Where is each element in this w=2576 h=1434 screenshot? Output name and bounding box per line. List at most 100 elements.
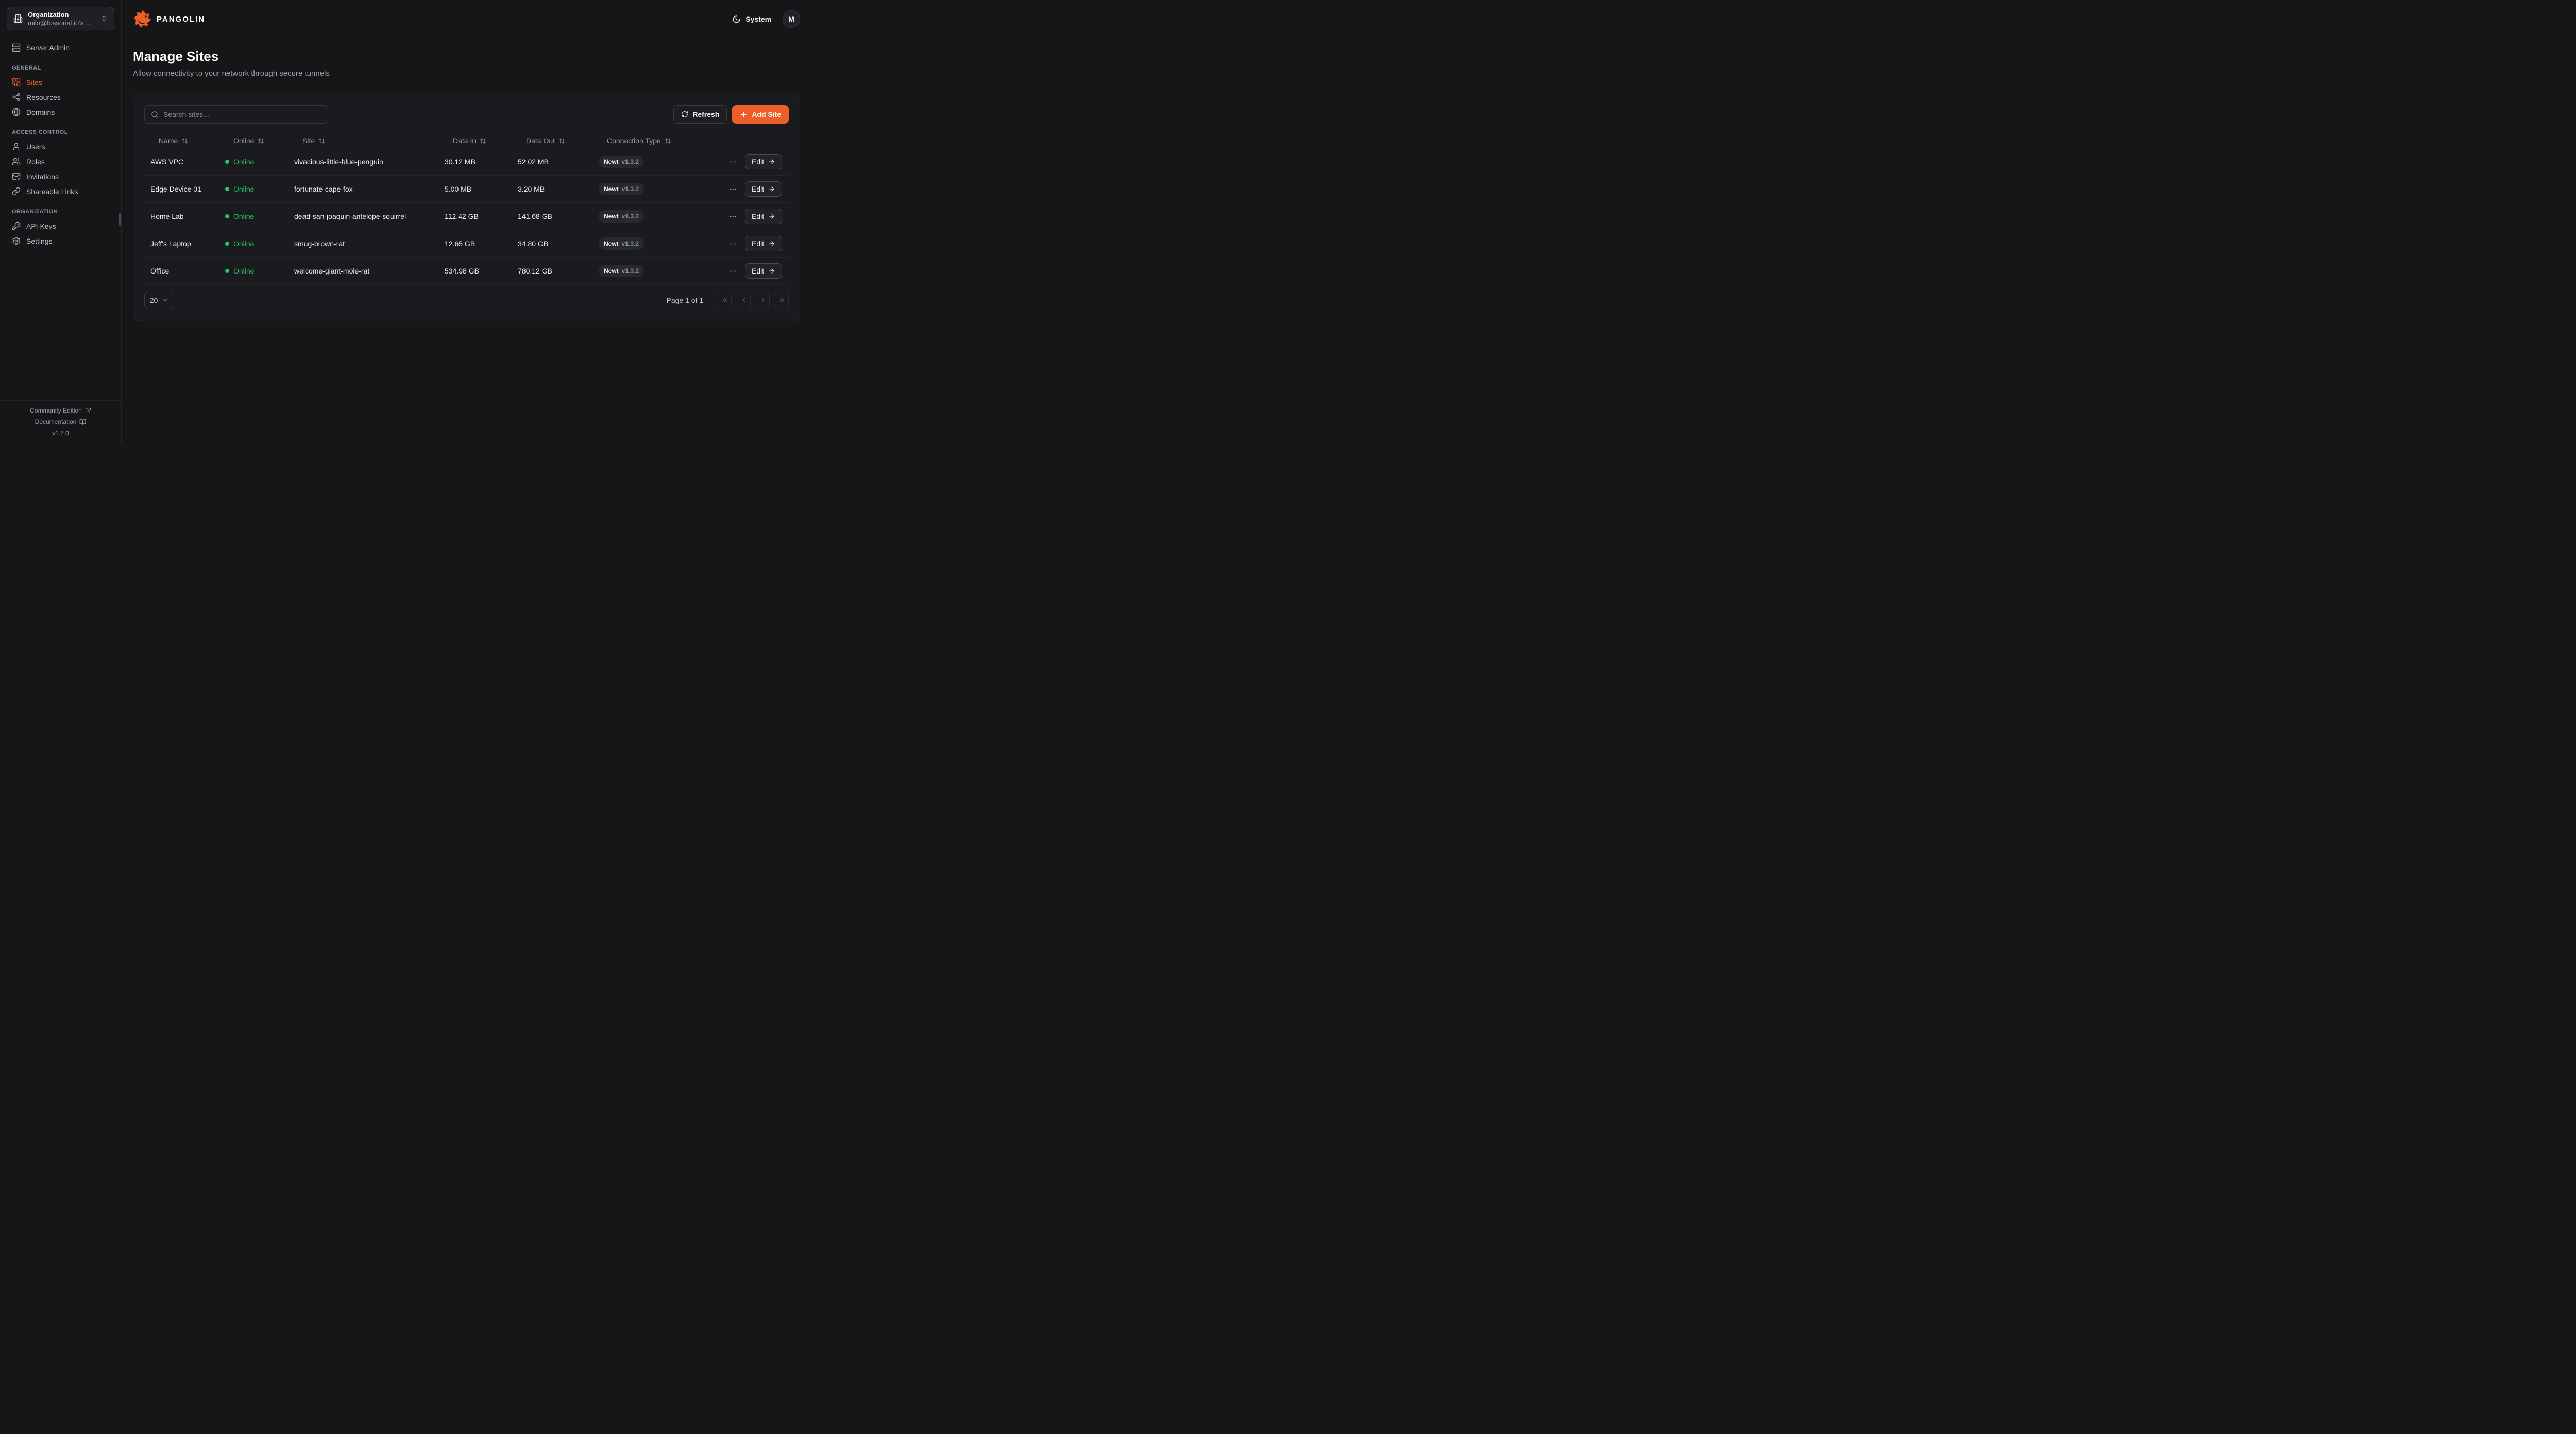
column-header-data-out[interactable]: Data Out [518,136,599,145]
arrow-right-icon [768,267,775,275]
table-row: Home Lab Online dead-san-joaquin-antelop… [144,203,789,230]
connection-type-badge: Newt v1.3.2 [599,210,645,223]
data-out: 141.68 GB [518,212,552,220]
sort-icon [318,138,325,144]
page-size-select[interactable]: 20 [144,292,174,309]
chevron-right-icon [759,297,767,304]
table-row: Jeff's Laptop Online smug-brown-rat 12.6… [144,230,789,258]
site-slug: welcome-giant-mole-rat [294,267,370,275]
site-name: Office [150,267,170,275]
chevrons-up-down-icon [100,15,108,22]
add-site-button[interactable]: Add Site [732,105,789,124]
row-menu-button[interactable] [728,184,738,194]
online-status-dot [225,187,229,191]
plus-icon [740,111,748,118]
chevrons-left-icon [721,297,728,304]
section-label-general: GENERAL [12,65,41,71]
sidebar-item-sites[interactable]: Sites [7,75,114,89]
table-row: Office Online welcome-giant-mole-rat 534… [144,258,789,285]
user-icon [12,142,21,151]
column-header-connection-type[interactable]: Connection Type [599,136,728,145]
edit-button[interactable]: Edit [745,209,783,224]
page-indicator: Page 1 of 1 [666,296,704,304]
data-out: 3.20 MB [518,185,545,193]
main-content: PANGOLIN System M Manage Sites Allow con… [122,0,812,443]
sidebar-item-server-admin[interactable]: Server Admin [7,41,114,55]
edit-button[interactable]: Edit [745,154,783,169]
avatar[interactable]: M [783,10,801,28]
page-title: Manage Sites [133,48,219,64]
column-header-data-in[interactable]: Data In [445,136,518,145]
row-menu-button[interactable] [728,266,738,276]
edit-button[interactable]: Edit [745,181,783,197]
site-name: Edge Device 01 [150,185,201,193]
row-menu-button[interactable] [728,212,738,221]
previous-page-button[interactable] [737,292,751,309]
refresh-icon [681,111,688,118]
site-slug: smug-brown-rat [294,240,345,248]
server-icon [12,43,21,52]
edit-button[interactable]: Edit [745,236,783,251]
online-status-dot [225,242,229,246]
sidebar-item-users[interactable]: Users [7,140,114,153]
sites-card: Refresh Add Site Name Online [133,93,801,321]
sidebar-item-resources[interactable]: Resources [7,90,114,104]
sidebar-item-settings[interactable]: Settings [7,234,114,248]
page-subtitle: Allow connectivity to your network throu… [133,69,330,78]
sort-icon [558,138,565,144]
next-page-button[interactable] [756,292,770,309]
sort-icon [181,138,188,144]
sidebar: Organization milo@fossorial.io's ... Ser… [0,0,122,443]
users-icon [12,157,21,166]
sidebar-scrollbar[interactable] [119,213,121,226]
sidebar-item-domains[interactable]: Domains [7,105,114,119]
online-status: Online [225,212,294,220]
sort-icon [258,138,264,144]
refresh-button[interactable]: Refresh [673,105,727,124]
mail-check-icon [12,172,21,181]
online-status: Online [225,185,294,193]
first-page-button[interactable] [718,292,732,309]
site-slug: fortunate-cape-fox [294,185,353,193]
key-icon [12,221,21,230]
last-page-button[interactable] [775,292,789,309]
row-menu-button[interactable] [728,239,738,249]
data-out: 780.12 GB [518,267,552,275]
column-header-name[interactable]: Name [150,136,225,145]
section-label-organization: ORGANIZATION [12,209,58,215]
table-header: Name Online Site Data In Data Out [144,133,789,148]
sidebar-item-api-keys[interactable]: API Keys [7,219,114,233]
site-name: Jeff's Laptop [150,240,191,248]
row-menu-button[interactable] [728,157,738,167]
data-out: 52.02 MB [518,158,549,166]
sidebar-item-shareable-links[interactable]: Shareable Links [7,184,114,198]
data-in: 112.42 GB [445,212,479,220]
org-label: Organization [28,10,69,19]
connection-type-badge: Newt v1.3.2 [599,237,645,250]
chevrons-right-icon [778,297,786,304]
sites-icon [12,78,21,87]
arrow-right-icon [768,185,775,193]
link-icon [12,187,21,196]
brand-name: PANGOLIN [157,14,206,24]
table-toolbar: Refresh Add Site [144,105,789,124]
moon-icon [732,15,741,24]
search-input[interactable] [163,110,321,118]
sidebar-item-invitations[interactable]: Invitations [7,169,114,183]
edit-button[interactable]: Edit [745,263,783,279]
topbar: PANGOLIN System M [133,9,801,29]
data-in: 5.00 MB [445,185,472,193]
arrow-right-icon [768,240,775,247]
theme-toggle-button[interactable]: System [732,15,771,24]
column-header-site[interactable]: Site [294,136,445,145]
sidebar-item-roles[interactable]: Roles [7,155,114,168]
column-header-online[interactable]: Online [225,136,294,145]
documentation-link[interactable]: Documentation [35,418,87,425]
globe-icon [12,108,21,116]
page-head: Manage Sites Allow connectivity to your … [133,48,800,78]
org-selector[interactable]: Organization milo@fossorial.io's ... [7,7,114,30]
community-edition-link[interactable]: Community Edition [30,407,91,414]
arrow-right-icon [768,158,775,165]
sort-icon [665,138,671,144]
site-slug: dead-san-joaquin-antelope-squirrel [294,212,406,220]
